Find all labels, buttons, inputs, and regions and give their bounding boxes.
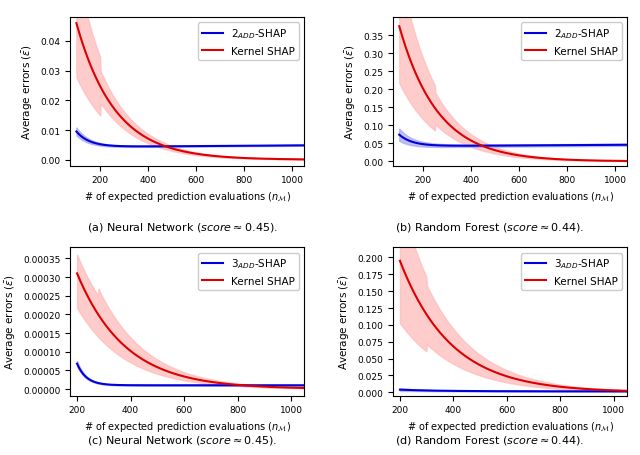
Kernel SHAP [618, 388, 625, 394]
Kernel SHAP [196, 378, 204, 383]
Kernel SHAP [582, 386, 590, 392]
Line: Kernel SHAP: Kernel SHAP [77, 274, 305, 388]
Kernel SHAP [295, 385, 303, 391]
Line: Kernel SHAP: Kernel SHAP [399, 27, 627, 162]
Legend: 2$_{ADD}$-SHAP, Kernel SHAP: 2$_{ADD}$-SHAP, Kernel SHAP [198, 23, 299, 61]
3$_{ADD}$-SHAP [623, 389, 631, 394]
Line: 2$_{ADD}$-SHAP: 2$_{ADD}$-SHAP [76, 132, 305, 147]
Kernel SHAP [623, 159, 631, 164]
2$_{ADD}$-SHAP [140, 144, 147, 150]
Kernel SHAP [531, 380, 539, 386]
Kernel SHAP [259, 384, 267, 389]
3$_{ADD}$-SHAP [295, 383, 303, 388]
2$_{ADD}$-SHAP [396, 133, 403, 138]
2$_{ADD}$-SHAP [260, 144, 268, 149]
2$_{ADD}$-SHAP [182, 144, 190, 150]
Legend: 2$_{ADD}$-SHAP, Kernel SHAP: 2$_{ADD}$-SHAP, Kernel SHAP [520, 23, 622, 61]
Kernel SHAP [295, 157, 303, 163]
Legend: 3$_{ADD}$-SHAP, Kernel SHAP: 3$_{ADD}$-SHAP, Kernel SHAP [198, 253, 299, 290]
3$_{ADD}$-SHAP [506, 389, 513, 394]
3$_{ADD}$-SHAP [196, 383, 204, 388]
2$_{ADD}$-SHAP [296, 143, 303, 149]
Kernel SHAP [531, 155, 539, 161]
Kernel SHAP [259, 157, 267, 162]
Kernel SHAP [519, 154, 527, 159]
2$_{ADD}$-SHAP [582, 143, 590, 148]
3$_{ADD}$-SHAP [181, 383, 189, 388]
3$_{ADD}$-SHAP [582, 389, 590, 394]
Line: 2$_{ADD}$-SHAP: 2$_{ADD}$-SHAP [399, 136, 627, 147]
2$_{ADD}$-SHAP [72, 130, 80, 135]
Kernel SHAP [196, 152, 204, 157]
Kernel SHAP [504, 151, 511, 157]
3$_{ADD}$-SHAP [531, 389, 539, 394]
2$_{ADD}$-SHAP [519, 143, 527, 149]
3$_{ADD}$-SHAP [504, 389, 512, 394]
Kernel SHAP [73, 271, 81, 277]
2$_{ADD}$-SHAP [196, 144, 204, 150]
X-axis label: # of expected prediction evaluations $(n_\mathcal{M})$: # of expected prediction evaluations $(n… [406, 420, 614, 434]
Y-axis label: Average errors ($\bar{\varepsilon}$): Average errors ($\bar{\varepsilon}$) [338, 274, 352, 369]
2$_{ADD}$-SHAP [181, 144, 189, 150]
3$_{ADD}$-SHAP [182, 383, 190, 388]
2$_{ADD}$-SHAP [301, 143, 308, 149]
Line: 3$_{ADD}$-SHAP: 3$_{ADD}$-SHAP [400, 390, 627, 391]
2$_{ADD}$-SHAP [623, 143, 631, 148]
2$_{ADD}$-SHAP [618, 143, 626, 148]
Kernel SHAP [72, 21, 80, 27]
Line: Kernel SHAP: Kernel SHAP [76, 24, 305, 160]
Text: (d) Random Forest ($\mathit{score} \approx 0.44$).: (d) Random Forest ($\mathit{score} \appr… [395, 433, 584, 446]
3$_{ADD}$-SHAP [259, 383, 267, 388]
3$_{ADD}$-SHAP [519, 389, 527, 394]
Y-axis label: Average errors ($\bar{\varepsilon}$): Average errors ($\bar{\varepsilon}$) [4, 274, 18, 369]
2$_{ADD}$-SHAP [209, 144, 216, 149]
Kernel SHAP [506, 374, 513, 380]
Kernel SHAP [209, 379, 216, 385]
2$_{ADD}$-SHAP [460, 144, 468, 149]
2$_{ADD}$-SHAP [506, 143, 513, 149]
Kernel SHAP [519, 378, 527, 384]
X-axis label: # of expected prediction evaluations $(n_\mathcal{M})$: # of expected prediction evaluations $(n… [84, 191, 291, 204]
Y-axis label: Average errors ($\bar{\varepsilon}$): Average errors ($\bar{\varepsilon}$) [21, 45, 35, 140]
Text: (b) Random Forest ($\mathit{score} \approx 0.44$).: (b) Random Forest ($\mathit{score} \appr… [395, 221, 584, 234]
Legend: 3$_{ADD}$-SHAP, Kernel SHAP: 3$_{ADD}$-SHAP, Kernel SHAP [520, 253, 622, 290]
3$_{ADD}$-SHAP [209, 383, 216, 388]
Kernel SHAP [623, 388, 631, 394]
Kernel SHAP [182, 374, 190, 380]
Kernel SHAP [582, 158, 590, 164]
Kernel SHAP [181, 150, 189, 155]
Kernel SHAP [396, 258, 404, 264]
Kernel SHAP [504, 374, 512, 379]
Kernel SHAP [182, 150, 190, 155]
Line: Kernel SHAP: Kernel SHAP [400, 261, 627, 391]
3$_{ADD}$-SHAP [396, 387, 404, 393]
Line: 3$_{ADD}$-SHAP: 3$_{ADD}$-SHAP [77, 364, 305, 385]
Text: (a) Neural Network ($\mathit{score} \approx 0.45$).: (a) Neural Network ($\mathit{score} \app… [87, 221, 278, 234]
Y-axis label: Average errors ($\bar{\varepsilon}$): Average errors ($\bar{\varepsilon}$) [344, 45, 358, 140]
Kernel SHAP [181, 374, 189, 379]
Text: (c) Neural Network ($\mathit{score} \approx 0.45$).: (c) Neural Network ($\mathit{score} \app… [87, 433, 278, 446]
3$_{ADD}$-SHAP [73, 361, 81, 367]
X-axis label: # of expected prediction evaluations $(n_\mathcal{M})$: # of expected prediction evaluations $(n… [406, 191, 614, 204]
2$_{ADD}$-SHAP [532, 143, 540, 149]
3$_{ADD}$-SHAP [618, 389, 625, 394]
Kernel SHAP [208, 154, 216, 159]
X-axis label: # of expected prediction evaluations $(n_\mathcal{M})$: # of expected prediction evaluations $(n… [84, 420, 291, 434]
Kernel SHAP [505, 152, 513, 157]
Kernel SHAP [396, 25, 403, 30]
Kernel SHAP [301, 385, 308, 391]
3$_{ADD}$-SHAP [301, 383, 308, 388]
2$_{ADD}$-SHAP [504, 143, 512, 149]
Kernel SHAP [301, 157, 308, 163]
Kernel SHAP [618, 159, 625, 164]
